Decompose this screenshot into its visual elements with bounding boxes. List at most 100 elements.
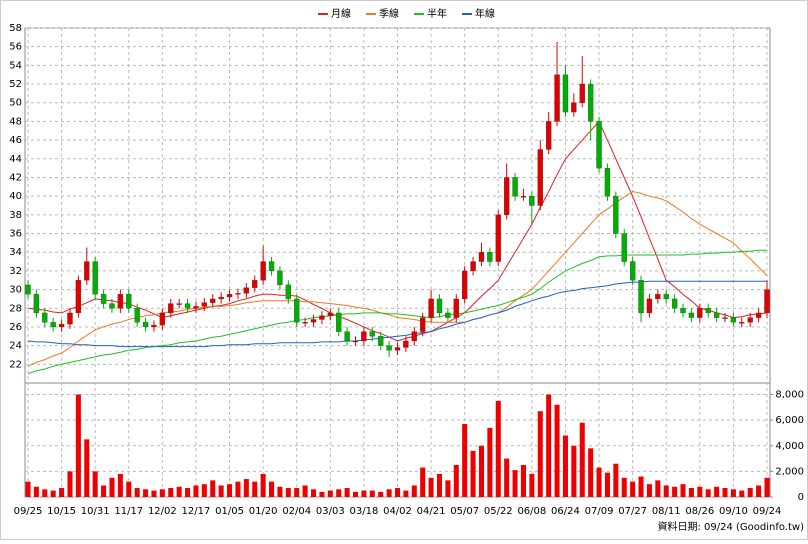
volume-bar (638, 476, 644, 497)
y-tick-label: 38 (9, 210, 22, 221)
volume-bar (50, 490, 56, 497)
volume-bar (42, 489, 48, 497)
x-tick-label: 06/24 (551, 506, 580, 517)
candle-body (562, 74, 569, 113)
candle-body (445, 312, 451, 318)
volume-bar (436, 473, 443, 497)
candle-body (58, 323, 65, 328)
y-tick-label: 58 (9, 23, 22, 34)
volume-bar (596, 467, 602, 497)
volume-bar (630, 481, 636, 497)
volume-bar (663, 485, 669, 497)
candle-body (638, 280, 644, 314)
x-tick-label: 09/25 (14, 506, 43, 517)
volume-bar (159, 489, 165, 497)
candle-body (84, 261, 90, 281)
candle-body (655, 294, 661, 300)
candle-body (117, 294, 124, 309)
y-tick-label: 50 (9, 98, 22, 109)
y-tick-label: 4,000 (775, 441, 804, 452)
y-tick-label: 30 (9, 285, 22, 296)
volume-bar (185, 488, 191, 497)
volume-bar (25, 481, 31, 497)
x-tick-label: 03/03 (316, 506, 345, 517)
x-tick-label: 06/08 (517, 506, 546, 517)
volume-bar (403, 490, 409, 497)
candle-body (478, 252, 485, 262)
candle-body (302, 322, 308, 324)
volume-bar (201, 484, 207, 497)
volume-bar (243, 479, 249, 497)
y-tick-label: 52 (9, 79, 22, 90)
candle-body (579, 83, 585, 103)
candle-body (386, 345, 392, 351)
candle-body (739, 322, 745, 324)
volume-bar (378, 491, 384, 497)
y-tick-label: 26 (9, 322, 22, 333)
candle-body (218, 296, 224, 300)
candle-body (504, 177, 510, 215)
candle-body (75, 280, 82, 314)
x-tick-label: 07/09 (585, 506, 614, 517)
x-tick-label: 08/26 (685, 506, 714, 517)
candle-body (201, 302, 208, 307)
y-tick-label: 56 (9, 42, 22, 53)
candle-body (403, 340, 409, 348)
candle-body (126, 294, 132, 309)
legend-label: 半年 (427, 7, 447, 20)
candle-body (319, 315, 325, 320)
candle-body (604, 167, 611, 197)
volume-bar (311, 489, 317, 497)
candle-body (226, 294, 233, 298)
candle-body (151, 324, 157, 328)
volume-bar (294, 488, 300, 497)
y-tick-label: 24 (9, 341, 22, 352)
candle-body (436, 298, 443, 314)
volume-bar (445, 480, 451, 497)
ma-line (27, 190, 768, 367)
candle-body (596, 121, 602, 169)
candle-body (134, 308, 140, 323)
ma-line (27, 120, 768, 342)
volume-bar (109, 477, 115, 497)
volume-bar (117, 473, 123, 497)
volume-bar (193, 485, 199, 497)
candle-body (495, 214, 501, 262)
volume-bar (428, 477, 434, 497)
volume-bar (756, 485, 762, 497)
volume-bar (529, 473, 535, 497)
volume-bar (562, 435, 568, 497)
x-tick-label: 12/17 (182, 506, 211, 517)
volume-bar (176, 486, 182, 497)
candle-body (411, 331, 417, 342)
volume-bar (210, 480, 216, 497)
volume-bar (613, 463, 619, 497)
candle-body (336, 312, 342, 332)
volume-bar (730, 489, 736, 497)
x-tick-label: 04/21 (417, 506, 446, 517)
candle-body (352, 340, 359, 343)
candle-body (747, 317, 753, 323)
x-tick-label: 09/10 (719, 506, 748, 517)
candle-body (680, 308, 686, 314)
volume-bar (722, 488, 728, 497)
candle-body (671, 298, 678, 309)
candle-body (646, 298, 653, 314)
candle-body (755, 312, 762, 318)
candle-body (764, 289, 770, 314)
candle-body (621, 233, 627, 262)
x-tick-label: 12/02 (148, 506, 177, 517)
candle-body (529, 196, 535, 206)
candle-body (730, 317, 737, 323)
volume-bar (504, 458, 510, 497)
volume-bar (143, 489, 149, 497)
volume-bar (453, 464, 459, 497)
volume-bar (33, 486, 39, 497)
volume-bar (688, 488, 694, 497)
candle-body (142, 322, 149, 328)
volume-bar (218, 485, 224, 497)
candle-body (168, 303, 174, 314)
candle-body (361, 331, 367, 342)
volume-bar (67, 471, 73, 497)
volume-bar (420, 467, 426, 497)
